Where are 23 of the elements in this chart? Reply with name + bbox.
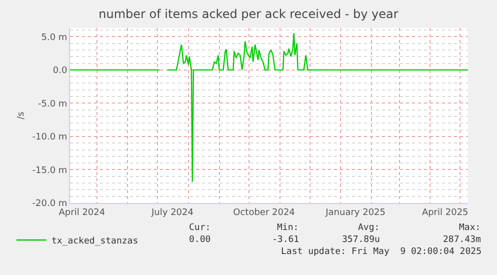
text: -3.61 [272,235,300,245]
text: Max: [459,223,481,233]
legend-label: tx_acked_stanzas [51,236,138,247]
y-tick-label: 5.0 m [41,32,68,43]
x-tick-label: April 2025 [422,208,468,218]
x-tick-label: April 2024 [58,208,106,218]
text: 357.89u [342,235,380,245]
chart-title: number of items acked per ack received - by year [98,7,398,22]
y-axis-title: /s [16,111,27,120]
text: Min: [277,223,299,233]
text: 0.00 [189,235,211,245]
y-tick-label: -10.0 m [32,132,68,143]
text: Avg: [358,223,380,233]
text: Last update: Fri May 9 02:00:04 2025 [281,247,482,257]
y-tick-label: -15.0 m [32,166,68,176]
text: Cur: [189,223,211,233]
x-tick-label: July 2024 [150,208,194,218]
y-tick-label: -20.0 m [32,199,68,210]
text: 287.43m [443,235,481,245]
y-tick-label: 0.0 [52,66,68,76]
y-tick-label: -5.0 m [38,99,68,110]
x-tick-label: January 2025 [324,208,386,218]
x-tick-label: October 2024 [233,208,296,218]
